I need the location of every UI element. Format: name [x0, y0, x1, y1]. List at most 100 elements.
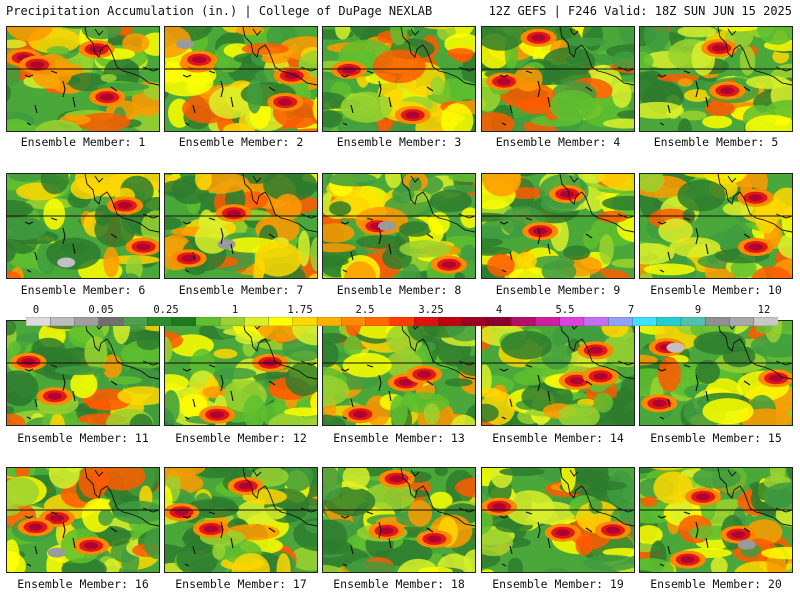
precipitation-colorbar: 0 0.05 0.25 1 1.75 2.5 3.25 4 5.5 7 9 12 — [26, 305, 778, 331]
map-boundary-lines — [640, 321, 792, 420]
colorbar-swatch — [753, 317, 778, 326]
colorbar-swatch — [632, 317, 658, 326]
colorbar-tick-label: 2.5 — [355, 304, 375, 316]
ensemble-member-label: Ensemble Member: 7 — [178, 283, 304, 297]
colorbar-swatch — [292, 317, 318, 326]
ensemble-member-map — [481, 320, 635, 426]
precipitation-field — [482, 321, 634, 425]
map-title: Precipitation Accumulation (in.) | Colle… — [6, 4, 433, 18]
colorbar-tick-label: 0.25 — [153, 304, 179, 316]
precipitation-field — [640, 321, 792, 425]
ensemble-member-map — [639, 26, 793, 132]
map-boundary-lines — [323, 27, 475, 126]
ensemble-member-label: Ensemble Member: 19 — [492, 577, 624, 591]
colorbar-swatch — [705, 317, 730, 326]
ensemble-member-label: Ensemble Member: 4 — [495, 135, 621, 149]
ensemble-member-label: Ensemble Member: 6 — [20, 283, 146, 297]
map-boundary-lines — [323, 468, 475, 567]
ensemble-member-label: Ensemble Member: 17 — [175, 577, 307, 591]
ensemble-member-map — [6, 467, 160, 573]
colorbar-swatch — [535, 317, 561, 326]
precipitation-field — [7, 27, 159, 131]
map-boundary-lines — [165, 321, 317, 420]
precipitation-field — [482, 27, 634, 131]
ensemble-member-map — [639, 320, 793, 426]
colorbar-tick-label: 12 — [757, 304, 771, 316]
colorbar-tick-label: 1 — [231, 304, 239, 316]
map-boundary-lines — [482, 468, 634, 567]
colorbar-swatch — [244, 317, 270, 326]
precipitation-field — [7, 174, 159, 278]
map-boundary-lines — [482, 27, 634, 126]
ensemble-member-label: Ensemble Member: 12 — [175, 431, 307, 445]
colorbar-swatch — [74, 317, 100, 326]
colorbar-swatch — [195, 317, 221, 326]
colorbar-swatch — [438, 317, 464, 326]
colorbar-swatch — [729, 317, 755, 326]
colorbar-swatch — [341, 317, 367, 326]
colorbar-swatch — [50, 317, 75, 326]
colorbar-swatch — [26, 317, 51, 326]
map-boundary-lines — [165, 468, 317, 567]
ensemble-member-map — [164, 26, 318, 132]
precipitation-field — [323, 174, 475, 278]
precipitation-field — [165, 321, 317, 425]
ensemble-member-label: Ensemble Member: 16 — [17, 577, 149, 591]
precipitation-field — [640, 27, 792, 131]
map-boundary-lines — [7, 468, 159, 567]
precipitation-field — [482, 174, 634, 278]
colorbar-swatch — [389, 317, 415, 326]
precipitation-field — [165, 468, 317, 572]
ensemble-member-label: Ensemble Member: 14 — [492, 431, 624, 445]
ensemble-member-map — [6, 26, 160, 132]
map-boundary-lines — [165, 174, 317, 273]
map-boundary-lines — [323, 321, 475, 420]
ensemble-member-label: Ensemble Member: 2 — [178, 135, 304, 149]
ensemble-member-map — [322, 26, 476, 132]
ensemble-member-label: Ensemble Member: 11 — [17, 431, 149, 445]
map-boundary-lines — [640, 468, 792, 567]
forecast-valid-time: 12Z GEFS | F246 Valid: 18Z SUN JUN 15 20… — [488, 4, 792, 18]
ensemble-member-map — [164, 173, 318, 279]
ensemble-member-label: Ensemble Member: 3 — [336, 135, 462, 149]
colorbar-swatch — [365, 317, 391, 326]
ensemble-member-label: Ensemble Member: 9 — [495, 283, 621, 297]
ensemble-member-map — [481, 467, 635, 573]
ensemble-member-map — [164, 320, 318, 426]
colorbar-tick-label: 9 — [694, 304, 702, 316]
colorbar-strip — [26, 317, 778, 326]
colorbar-swatch — [268, 317, 294, 326]
precipitation-field — [165, 174, 317, 278]
map-boundary-lines — [482, 321, 634, 420]
precipitation-field — [640, 468, 792, 572]
colorbar-tick-label: 5.5 — [555, 304, 575, 316]
map-boundary-lines — [7, 27, 159, 126]
ensemble-member-map — [322, 320, 476, 426]
colorbar-swatch — [656, 317, 682, 326]
colorbar-swatch — [147, 317, 173, 326]
precipitation-field — [7, 321, 159, 425]
map-boundary-lines — [7, 321, 159, 420]
colorbar-tick-label: 7 — [627, 304, 635, 316]
ensemble-member-map — [322, 467, 476, 573]
ensemble-member-map — [322, 173, 476, 279]
ensemble-member-label: Ensemble Member: 1 — [20, 135, 146, 149]
ensemble-member-map — [6, 173, 160, 279]
colorbar-tick-label: 1.75 — [287, 304, 313, 316]
colorbar-swatch — [511, 317, 536, 326]
precipitation-field — [7, 468, 159, 572]
colorbar-swatch — [98, 317, 124, 326]
colorbar-swatch — [583, 317, 609, 326]
ensemble-member-label: Ensemble Member: 15 — [650, 431, 782, 445]
map-boundary-lines — [640, 174, 792, 273]
ensemble-member-label: Ensemble Member: 20 — [650, 577, 782, 591]
precipitation-field — [165, 27, 317, 131]
colorbar-tick-label: 0 — [32, 304, 40, 316]
precipitation-field — [323, 468, 475, 572]
ensemble-member-label: Ensemble Member: 13 — [333, 431, 465, 445]
ensemble-member-map — [639, 173, 793, 279]
map-boundary-lines — [323, 174, 475, 273]
ensemble-member-label: Ensemble Member: 18 — [333, 577, 465, 591]
colorbar-swatch — [122, 317, 148, 326]
ensemble-member-label: Ensemble Member: 5 — [653, 135, 779, 149]
